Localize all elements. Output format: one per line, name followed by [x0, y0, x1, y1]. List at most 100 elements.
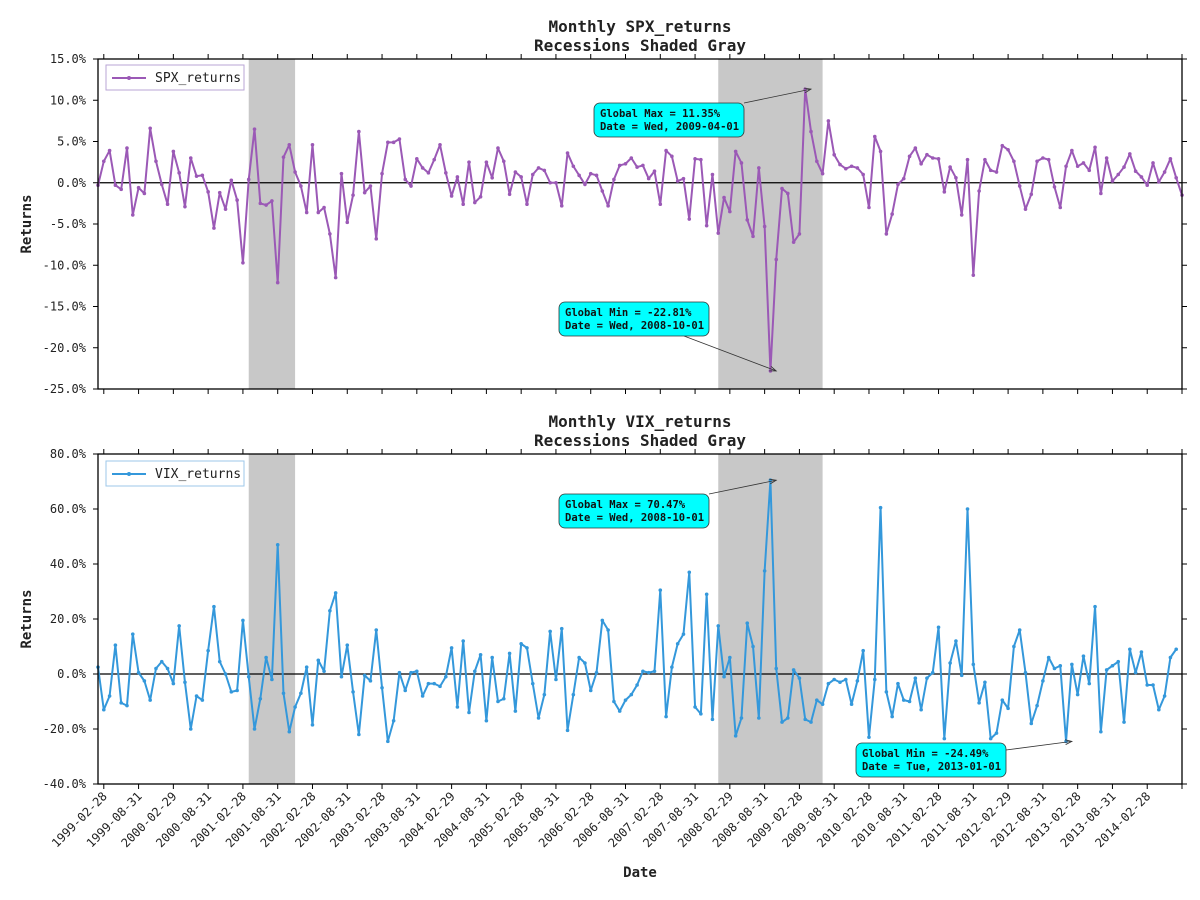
spx-annotation-arrow [743, 88, 812, 104]
spx-data-point [374, 237, 379, 241]
vix-data-point [125, 703, 129, 708]
vix-data-point [275, 542, 280, 547]
spx-y-tick-label: 10.0% [50, 93, 87, 107]
vix-annotation-max: Global Max = 70.47%Date = Wed, 2008-10-0… [558, 478, 778, 529]
spx-data-point [1099, 191, 1103, 196]
spx-data-point [426, 171, 431, 175]
vix-data-point [739, 716, 744, 720]
vix-data-point [113, 643, 118, 647]
vix-data-point [977, 701, 981, 705]
spx-data-point [965, 157, 970, 162]
vix-data-point [496, 699, 500, 704]
spx-plot-frame [97, 58, 1183, 390]
vix-data-point [623, 698, 628, 702]
spx-data-point [1128, 152, 1132, 156]
spx-data-point [896, 182, 900, 187]
vix-data-point [270, 677, 274, 682]
vix-data-point [994, 731, 999, 735]
vix-data-point [780, 720, 784, 724]
vix-data-point [936, 625, 941, 630]
vix-data-point [368, 679, 373, 683]
spx-data-point [861, 172, 865, 177]
spx-data-point [478, 194, 483, 199]
spx-data-point [142, 191, 147, 196]
vix-data-point [971, 662, 976, 667]
spx-data-point [988, 168, 993, 173]
vix-subtitle: Recessions Shaded Gray [534, 431, 746, 450]
vix-data-point [930, 670, 935, 675]
spx-data-point [983, 157, 987, 162]
spx-data-point [397, 137, 402, 141]
vix-legend-label: VIX_returns [155, 467, 241, 482]
vix-data-point [501, 696, 506, 701]
spx-data-point [606, 204, 610, 208]
vix-data-point [959, 673, 964, 678]
spx-data-point [223, 207, 228, 211]
spx-data-point [339, 171, 344, 176]
vix-data-point [652, 669, 657, 674]
spx-data-point [513, 170, 518, 174]
vix-data-point [1168, 655, 1173, 660]
vix-annotation-value: Global Min = -24.49% [862, 748, 989, 760]
vix-data-point [583, 661, 587, 665]
spx-data-point [490, 176, 494, 180]
spx-data-point [420, 166, 425, 170]
vix-data-point [693, 705, 697, 709]
spx-data-point [1151, 161, 1155, 165]
vix-data-point [484, 718, 489, 723]
spx-data-point [357, 129, 361, 134]
spx-data-point [171, 149, 176, 154]
spx-data-point [872, 134, 877, 139]
vix-subplot: Monthly VIX_returns Recessions Shaded Gr… [19, 412, 1187, 791]
spx-data-point [1133, 169, 1138, 173]
vix-data-point [304, 665, 309, 669]
spx-data-point [1000, 143, 1005, 148]
spx-data-point [275, 280, 280, 285]
vix-data-point [1041, 679, 1045, 683]
spx-data-point [246, 177, 251, 182]
vix-data-point [165, 666, 170, 671]
vix-data-point [867, 735, 871, 740]
vix-data-point [461, 639, 465, 643]
vix-data-point [803, 717, 808, 722]
vix-data-point [1046, 655, 1051, 660]
spx-data-point [1139, 175, 1144, 179]
vix-data-point [264, 655, 268, 660]
vix-data-point [374, 628, 379, 632]
spx-data-point [444, 171, 448, 175]
spx-data-point [293, 170, 297, 174]
spx-data-point [391, 140, 396, 145]
vix-data-point [223, 672, 228, 676]
vix-annotation-layer: Global Max = 70.47%Date = Wed, 2008-10-0… [558, 478, 1074, 778]
vix-data-point [1174, 647, 1179, 652]
vix-data-point [426, 681, 431, 686]
spx-data-point [565, 151, 570, 155]
spx-data-point [832, 152, 836, 157]
vix-data-point [861, 648, 865, 653]
spx-data-point [548, 180, 552, 185]
spx-data-point [797, 232, 802, 236]
spx-annotation-box [593, 102, 745, 138]
spx-y-tick-label: -15.0% [43, 300, 87, 314]
spx-data-point [641, 163, 645, 168]
spx-data-point [525, 202, 529, 206]
spx-data-point [281, 155, 286, 159]
vix-data-point [687, 570, 692, 575]
spx-data-point [901, 176, 906, 181]
spx-data-point [890, 212, 894, 216]
spx-data-point [1116, 172, 1121, 177]
spx-data-point [380, 171, 384, 176]
vix-data-point [594, 670, 599, 675]
vix-data-point [194, 694, 199, 698]
spx-data-point [125, 146, 129, 150]
spx-data-point [994, 170, 999, 174]
vix-data-point [415, 669, 419, 674]
spx-data-point [212, 226, 216, 230]
spx-data-point [930, 156, 935, 160]
spx-y-tick-label: 15.0% [50, 52, 87, 66]
vix-data-point [826, 681, 831, 686]
vix-series-layer [96, 478, 1179, 744]
spx-data-point [467, 160, 471, 164]
spx-data-point [113, 183, 118, 188]
spx-data-point [826, 119, 831, 123]
